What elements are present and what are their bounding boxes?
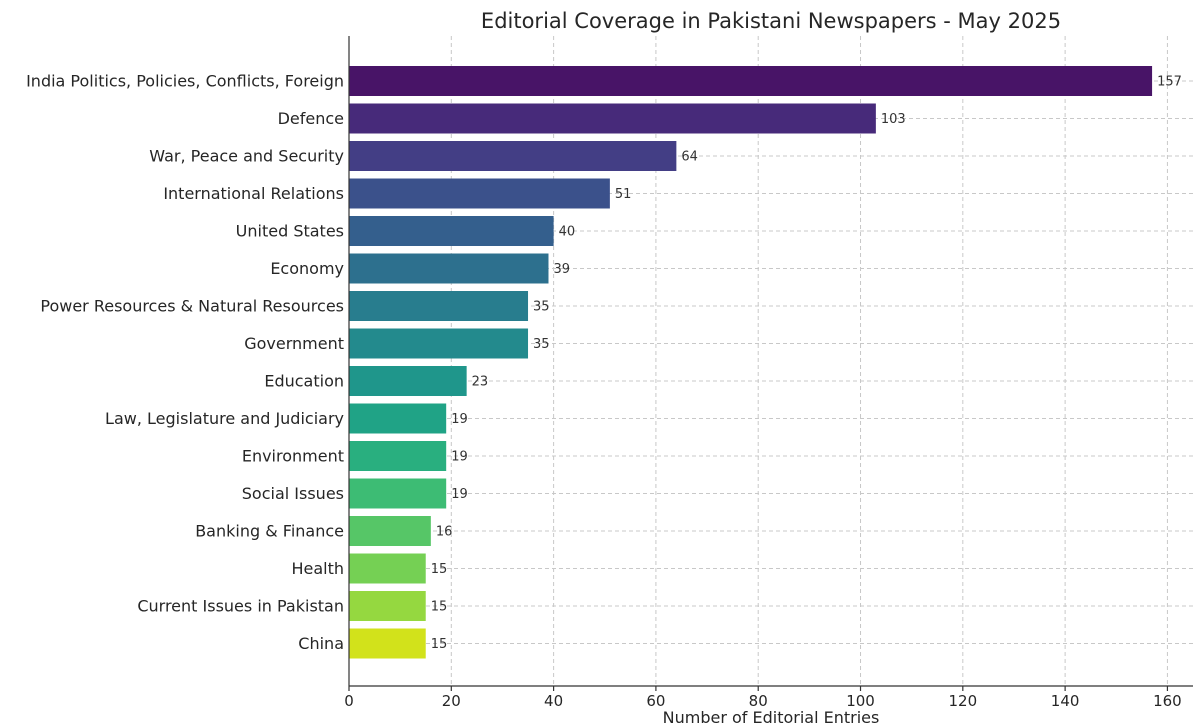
- bar: [349, 216, 554, 246]
- bar-value-label: 15: [431, 637, 448, 652]
- bar-value-label: 19: [451, 412, 468, 427]
- bar-value-label: 64: [681, 150, 698, 165]
- category-label: International Relations: [163, 184, 344, 203]
- x-tick-label: 120: [948, 692, 977, 710]
- bar: [349, 291, 529, 321]
- bar-value-label: 23: [472, 375, 489, 390]
- bar-value-label: 35: [533, 337, 550, 352]
- x-tick-label: 140: [1051, 692, 1080, 710]
- x-tick-label: 160: [1153, 692, 1182, 710]
- bar: [349, 441, 447, 471]
- x-tick-label: 100: [846, 692, 875, 710]
- x-tick-label: 60: [646, 692, 665, 710]
- category-label: Social Issues: [242, 484, 344, 503]
- bar-value-label: 19: [451, 450, 468, 465]
- bar: [349, 328, 529, 359]
- x-tick-label: 80: [749, 692, 768, 710]
- bar: [349, 553, 426, 584]
- category-label: Law, Legislature and Judiciary: [105, 409, 344, 428]
- x-tick-label: 20: [442, 692, 461, 710]
- category-label: War, Peace and Security: [149, 147, 344, 166]
- bar: [349, 516, 431, 546]
- category-label: Defence: [278, 109, 344, 128]
- bar: [349, 403, 447, 434]
- category-label: Education: [264, 372, 344, 391]
- bar: [349, 178, 610, 209]
- x-tick-label: 0: [344, 692, 354, 710]
- category-labels: India Politics, Policies, Conflicts, For…: [26, 72, 344, 654]
- bar-value-label: 15: [431, 562, 448, 577]
- bar-value-label: 15: [431, 600, 448, 615]
- category-label: Government: [244, 334, 344, 353]
- bar-value-label: 19: [451, 487, 468, 502]
- bar-value-label: 51: [615, 187, 632, 202]
- category-label: Environment: [242, 447, 344, 466]
- bar-value-label: 103: [881, 112, 906, 127]
- bar-value-label: 39: [553, 262, 570, 277]
- category-label: United States: [236, 222, 344, 241]
- bar-value-label: 157: [1157, 75, 1182, 90]
- category-label: Economy: [270, 259, 344, 278]
- category-label: Power Resources & Natural Resources: [40, 297, 344, 316]
- bar-value-label: 35: [533, 300, 550, 315]
- category-label: Banking & Finance: [195, 522, 344, 541]
- chart-title: Editorial Coverage in Pakistani Newspape…: [481, 9, 1061, 33]
- x-tick-label: 40: [544, 692, 563, 710]
- x-axis-title: Number of Editorial Entries: [663, 708, 880, 727]
- bar: [349, 478, 447, 509]
- category-label: Health: [291, 559, 344, 578]
- bar: [349, 66, 1153, 96]
- category-label: Current Issues in Pakistan: [137, 597, 344, 616]
- bar: [349, 103, 876, 134]
- category-label: India Politics, Policies, Conflicts, For…: [26, 72, 344, 91]
- bar: [349, 366, 467, 396]
- axes: [348, 36, 1193, 691]
- bar: [349, 628, 426, 659]
- bar-value-label: 40: [559, 225, 576, 240]
- x-tick-labels: 0 20 40 60 80 100 120 140 160: [344, 692, 1182, 710]
- bar: [349, 141, 677, 171]
- value-labels: 157 103 64 51 40 39 35 35 23 19 19 19 16 15 15 15: [431, 75, 1182, 653]
- category-label: China: [298, 634, 344, 653]
- bar: [349, 253, 549, 284]
- bar: [349, 591, 426, 621]
- bar-value-label: 16: [436, 525, 453, 540]
- bars: [349, 66, 1153, 659]
